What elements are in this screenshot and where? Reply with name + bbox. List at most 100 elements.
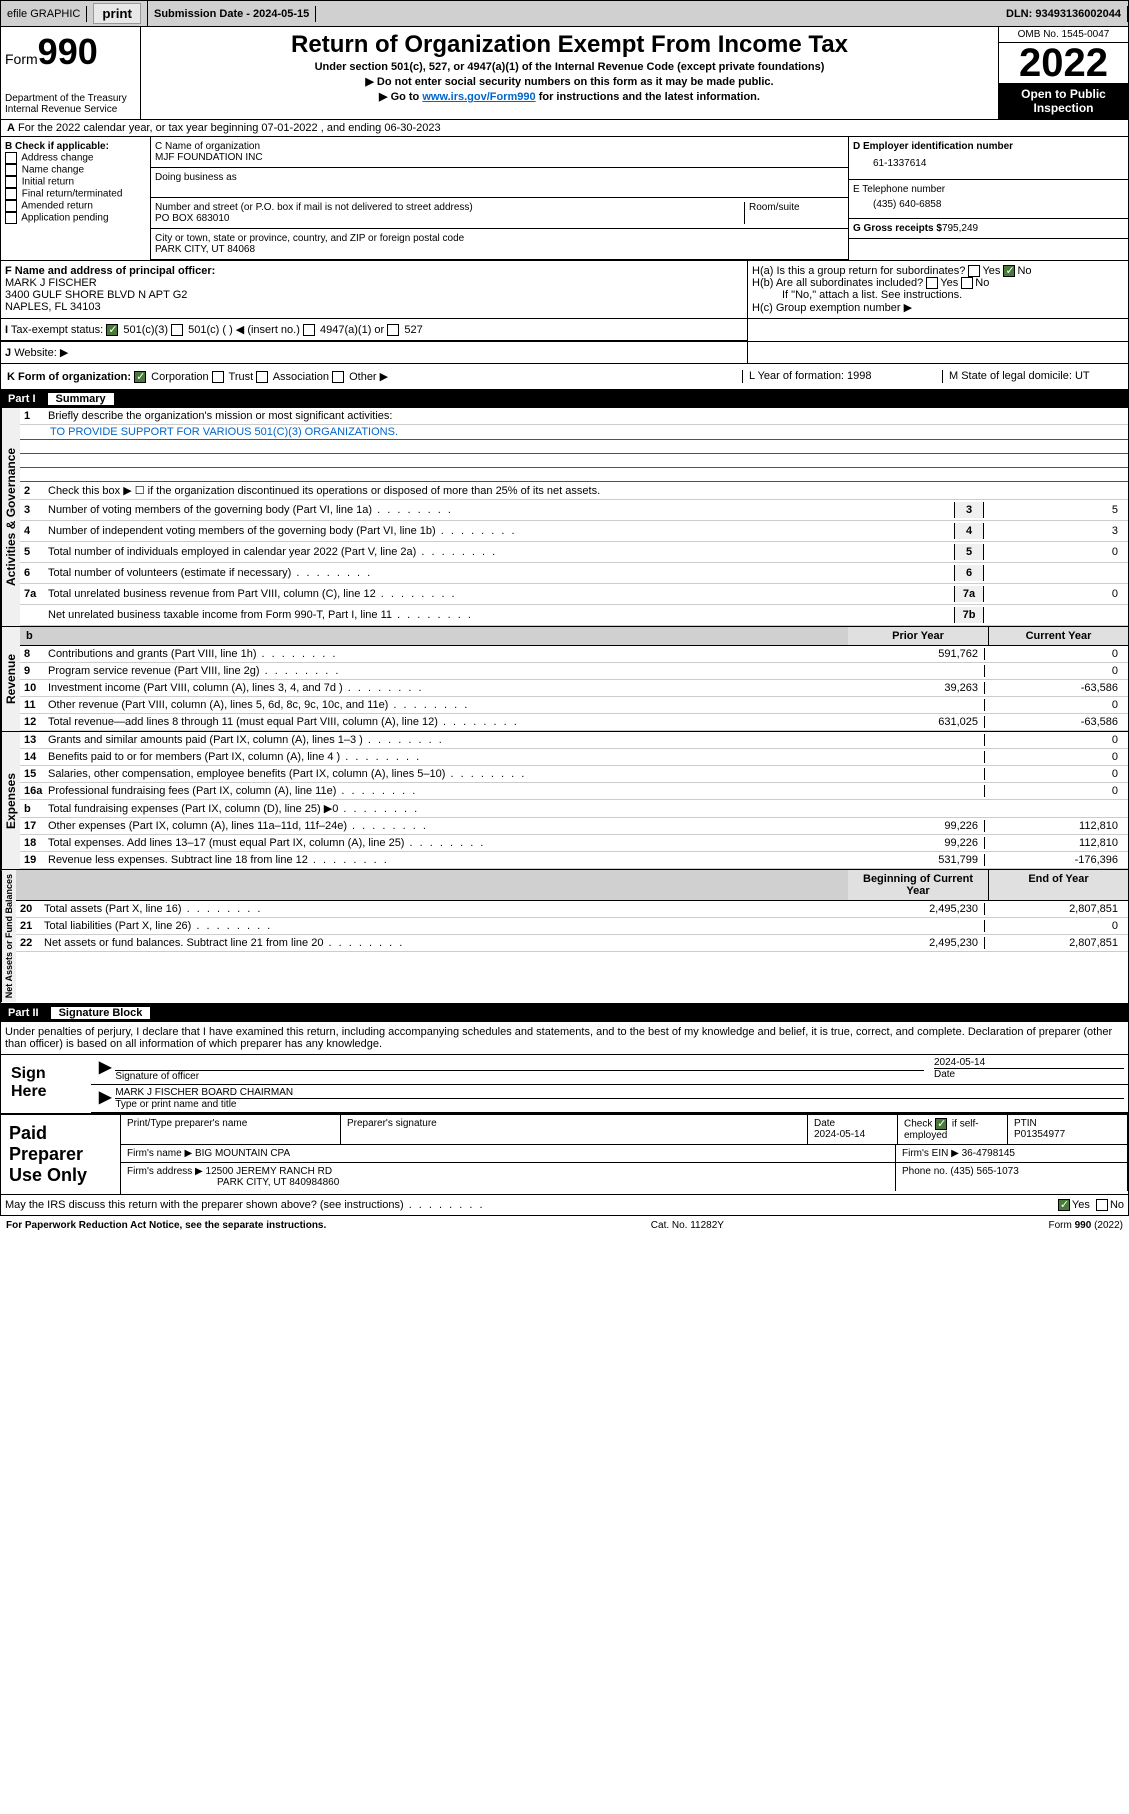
rowk-check[interactable]: [256, 371, 268, 383]
sidebar-expenses: Expenses: [1, 732, 20, 869]
state-domicile: M State of legal domicile: UT: [942, 370, 1122, 383]
527-check[interactable]: [387, 324, 399, 336]
line-text: Salaries, other compensation, employee b…: [48, 768, 844, 780]
firm-addr-label: Firm's address ▶: [127, 1166, 203, 1177]
tax-year-range: For the 2022 calendar year, or tax year …: [18, 122, 441, 134]
form-title: Return of Organization Exempt From Incom…: [145, 31, 994, 59]
colb-check[interactable]: [5, 164, 17, 176]
colb-check[interactable]: [5, 176, 17, 188]
paid-preparer-label: Paid Preparer Use Only: [1, 1115, 121, 1194]
subtitle-2: ▶ Do not enter social security numbers o…: [145, 75, 994, 88]
firm-addr2: PARK CITY, UT 840984860: [127, 1177, 339, 1188]
mission-blank1: [20, 440, 1128, 454]
opt-4947: 4947(a)(1) or: [320, 324, 384, 336]
phone-value: (435) 640-6858: [853, 195, 1124, 214]
addr-label: Number and street (or P.O. box if mail i…: [155, 202, 744, 213]
line-text: Total expenses. Add lines 13–17 (must eq…: [48, 837, 844, 849]
curr-val: -63,586: [984, 682, 1124, 694]
colb-check[interactable]: [5, 212, 17, 224]
4947-check[interactable]: [303, 324, 315, 336]
line-val: 0: [984, 546, 1124, 558]
sub3-post: for instructions and the latest informat…: [536, 91, 760, 103]
line-text: Total number of volunteers (estimate if …: [48, 567, 954, 579]
line-text: Investment income (Part VIII, column (A)…: [48, 682, 844, 694]
ha-no[interactable]: [1003, 265, 1015, 277]
line-text: Net unrelated business taxable income fr…: [48, 609, 954, 621]
colb-check[interactable]: [5, 200, 17, 212]
ein-value: 61-1337614: [853, 152, 1124, 175]
print-button[interactable]: print: [93, 3, 141, 24]
curr-val: 2,807,851: [984, 903, 1124, 915]
website-label: Website: ▶: [14, 347, 68, 359]
discuss-yes[interactable]: [1058, 1199, 1070, 1211]
ptin-label: PTIN: [1014, 1118, 1037, 1129]
part1-header: Part I Summary: [0, 390, 1129, 408]
ha-yes[interactable]: [968, 265, 980, 277]
tax-year: 2022: [999, 43, 1128, 83]
line-text: Revenue less expenses. Subtract line 18 …: [48, 854, 844, 866]
sub3-pre: ▶ Go to: [379, 91, 422, 103]
501c3-check[interactable]: [106, 324, 118, 336]
phone-label: E Telephone number: [853, 184, 1124, 195]
self-employed-check[interactable]: [935, 1118, 947, 1130]
top-bar: efile GRAPHIC print Submission Date - 20…: [0, 0, 1129, 27]
prior-val: 99,226: [844, 837, 984, 849]
org-name-label: C Name of organization: [155, 141, 844, 152]
sig-date: 2024-05-14: [934, 1057, 1124, 1069]
form-number: 990: [38, 31, 98, 72]
curr-val: 112,810: [984, 837, 1124, 849]
firm-phone: (435) 565-1073: [950, 1166, 1018, 1177]
discuss-no[interactable]: [1096, 1199, 1108, 1211]
prior-val: 591,762: [844, 648, 984, 660]
col-end: End of Year: [988, 870, 1128, 900]
line-box: 4: [954, 523, 984, 539]
line-box: 3: [954, 502, 984, 518]
rowk-check[interactable]: [134, 371, 146, 383]
curr-val: 112,810: [984, 820, 1124, 832]
hb-yes[interactable]: [926, 277, 938, 289]
form-header: Form990 Department of the Treasury Inter…: [0, 27, 1129, 120]
501c-check[interactable]: [171, 324, 183, 336]
colb-check[interactable]: [5, 152, 17, 164]
line-text: Professional fundraising fees (Part IX, …: [48, 785, 844, 797]
officer-printed-label: Type or print name and title: [115, 1099, 1124, 1110]
line-text: Total fundraising expenses (Part IX, col…: [48, 802, 844, 815]
rowk-check[interactable]: [332, 371, 344, 383]
sig-officer-label: Signature of officer: [115, 1071, 924, 1082]
hb-no[interactable]: [961, 277, 973, 289]
curr-val: -63,586: [984, 716, 1124, 728]
city-label: City or town, state or province, country…: [155, 233, 844, 244]
l1-text: Briefly describe the organization's miss…: [48, 410, 392, 422]
line-box: 5: [954, 544, 984, 560]
curr-val: 0: [984, 920, 1124, 932]
prep-sig-label: Preparer's signature: [341, 1115, 808, 1144]
irs-label: Internal Revenue Service: [5, 104, 136, 115]
year-formation: L Year of formation: 1998: [742, 370, 942, 383]
col-d-ein: D Employer identification number 61-1337…: [848, 137, 1128, 260]
footer-right: Form 990 (2022): [1049, 1220, 1123, 1231]
colb-check[interactable]: [5, 188, 17, 200]
gross-label: G Gross receipts $: [853, 223, 942, 234]
room-label: Room/suite: [744, 202, 844, 224]
officer-addr2: NAPLES, FL 34103: [5, 301, 743, 313]
prior-val: 2,495,230: [844, 903, 984, 915]
curr-val: -176,396: [984, 854, 1124, 866]
line-val: 3: [984, 525, 1124, 537]
irs-link[interactable]: www.irs.gov/Form990: [422, 91, 535, 103]
prior-val: 631,025: [844, 716, 984, 728]
line-text: Grants and similar amounts paid (Part IX…: [48, 734, 844, 746]
firm-name-label: Firm's name ▶: [127, 1148, 192, 1159]
dba-label: Doing business as: [155, 172, 844, 183]
footer-mid: Cat. No. 11282Y: [651, 1220, 724, 1231]
col-prior: Prior Year: [848, 627, 988, 645]
curr-val: 0: [984, 768, 1124, 780]
declaration-text: Under penalties of perjury, I declare th…: [1, 1022, 1128, 1055]
line-box: 7a: [954, 586, 984, 602]
curr-val: 0: [984, 785, 1124, 797]
line-text: Contributions and grants (Part VIII, lin…: [48, 648, 844, 660]
line-text: Number of voting members of the governin…: [48, 504, 954, 516]
opt-501c3: 501(c)(3): [123, 324, 168, 336]
rowk-check[interactable]: [212, 371, 224, 383]
line-box: 6: [954, 565, 984, 581]
discuss-row: May the IRS discuss this return with the…: [0, 1195, 1129, 1216]
